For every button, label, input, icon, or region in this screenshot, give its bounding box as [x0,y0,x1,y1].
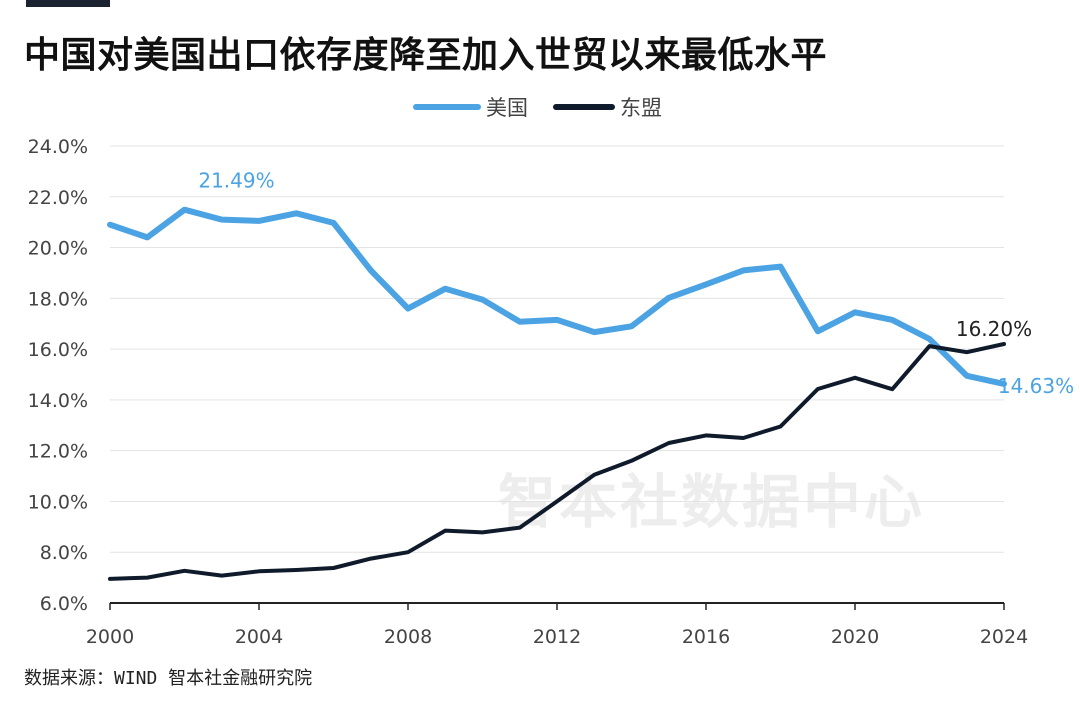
data-label: 21.49% [198,169,274,193]
y-tick-label: 18.0% [28,288,88,310]
legend: 美国 东盟 [413,96,662,120]
grid-lines [110,145,1004,553]
page-title: 中国对美国出口依存度降至加入世贸以来最低水平 [24,35,828,76]
x-tick-label: 2008 [384,626,432,648]
y-tick-label: 10.0% [28,491,88,513]
y-tick-label: 22.0% [28,187,88,209]
legend-label-1: 东盟 [620,96,662,120]
series-line-0 [107,206,1007,387]
y-tick-label: 14.0% [28,390,88,412]
x-tick-label: 2012 [533,626,581,648]
y-tick-label: 6.0% [40,593,88,615]
top-accent-bar [26,0,110,7]
series-line-1 [108,342,1006,581]
source-note: 数据来源：WIND 智本社金融研究院 [24,668,313,689]
y-tick-label: 20.0% [28,238,88,260]
y-tick-label: 8.0% [40,542,88,564]
x-tick-label: 2024 [980,626,1028,648]
data-labels: 21.49% 14.63% 16.20% [198,169,1074,398]
y-tick-label: 24.0% [28,136,88,158]
x-tick-label: 2020 [831,626,879,648]
y-axis-labels: 6.0% 8.0% 10.0% 12.0% 14.0% 16.0% 18.0% 20.0% 22… [28,136,88,615]
x-tick-label: 2004 [235,626,283,648]
y-tick-label: 12.0% [28,441,88,463]
watermark: 智本社数据中心 [498,468,926,536]
x-axis: 2000 2004 2008 2012 2016 2020 2024 [86,602,1028,648]
x-tick-label: 2000 [86,626,134,648]
data-label: 14.63% [998,374,1074,398]
x-tick-label: 2016 [682,626,730,648]
legend-label-0: 美国 [486,96,528,120]
data-label: 16.20% [956,317,1032,341]
series-lines [107,206,1007,581]
y-tick-label: 16.0% [28,339,88,361]
